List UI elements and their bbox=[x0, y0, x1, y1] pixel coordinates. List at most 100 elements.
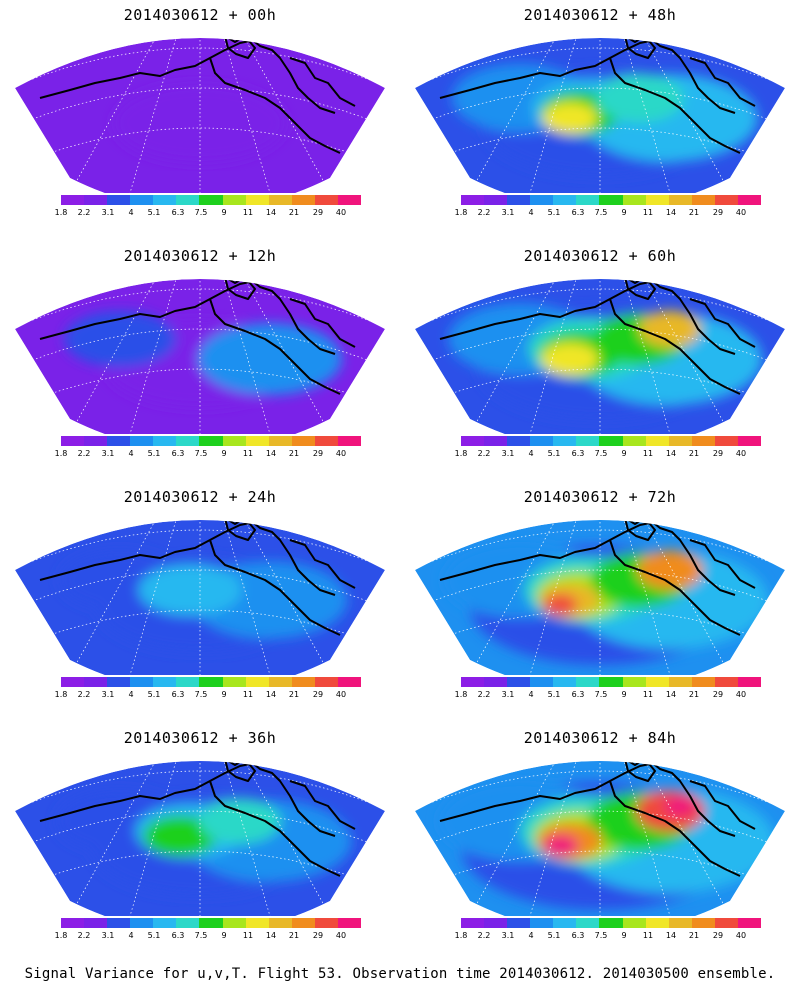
colorbar-tick-label: 1.8 bbox=[54, 690, 68, 699]
colorbar-swatch bbox=[222, 677, 246, 687]
map-panel: 2014030612 + 72h 1.8 2.2 3.1 4 5.1 6.3 7.5 9 11 14… bbox=[400, 482, 800, 727]
longitude-gridline bbox=[638, 520, 731, 675]
longitude-gridline bbox=[529, 279, 580, 434]
colorbar-tick-label: 9 bbox=[621, 208, 627, 217]
variance-map bbox=[415, 279, 785, 434]
colorbar-swatch bbox=[107, 677, 131, 687]
variance-contour bbox=[542, 594, 578, 616]
colorbar-swatch bbox=[645, 195, 669, 205]
map-panel: 2014030612 + 84h 1.8 2.2 3.1 4 5.1 6.3 7.5 9 11 14… bbox=[400, 723, 800, 968]
colorbar-tick-label: 29 bbox=[712, 449, 724, 458]
colorbar-tick-label: 9 bbox=[221, 449, 227, 458]
colorbar-tick-label: 11 bbox=[642, 931, 654, 940]
colorbar bbox=[461, 195, 762, 205]
colorbar-swatch bbox=[153, 918, 177, 928]
colorbar-tick-label: 1.8 bbox=[54, 208, 68, 217]
panel-title: 2014030612 + 60h bbox=[523, 247, 677, 265]
colorbar-swatch bbox=[84, 918, 108, 928]
colorbar-swatch bbox=[737, 918, 762, 928]
colorbar-tick-label: 7.5 bbox=[594, 208, 608, 217]
colorbar-swatch bbox=[314, 677, 338, 687]
colorbar-swatch bbox=[599, 195, 623, 205]
colorbar-swatch bbox=[130, 436, 154, 446]
colorbar-ticks: 1.8 2.2 3.1 4 5.1 6.3 7.5 9 11 14 21 29 40 bbox=[48, 449, 358, 461]
colorbar-swatch bbox=[107, 918, 131, 928]
latitude-gridline bbox=[15, 127, 385, 169]
colorbar-tick-label: 4 bbox=[528, 690, 534, 699]
coastline bbox=[439, 761, 756, 877]
latitude-gridline bbox=[15, 328, 385, 370]
colorbar-tick-label: 4 bbox=[528, 208, 534, 217]
colorbar-swatch bbox=[622, 195, 646, 205]
variance-contour bbox=[113, 83, 287, 163]
colorbar bbox=[61, 677, 362, 687]
colorbar-swatch bbox=[622, 918, 646, 928]
variance-contour bbox=[198, 323, 342, 395]
latitude-gridline bbox=[15, 87, 385, 129]
variance-map bbox=[415, 520, 785, 675]
longitude-gridline bbox=[529, 761, 580, 916]
longitude-gridline bbox=[220, 761, 271, 916]
colorbar-tick-label: 4 bbox=[128, 449, 134, 458]
colorbar-swatch bbox=[691, 677, 715, 687]
colorbar-swatch bbox=[199, 436, 223, 446]
colorbar-tick-label: 3.1 bbox=[101, 208, 115, 217]
colorbar bbox=[61, 918, 362, 928]
colorbar-tick-label: 5.1 bbox=[547, 931, 561, 940]
colorbar-tick-label: 7.5 bbox=[594, 449, 608, 458]
colorbar-tick-label: 7.5 bbox=[194, 449, 208, 458]
colorbar-tick-label: 3.1 bbox=[501, 690, 515, 699]
longitude-gridline bbox=[529, 38, 580, 193]
variance-contour bbox=[541, 342, 599, 376]
colorbar-swatch bbox=[153, 677, 177, 687]
colorbar-tick-label: 2.2 bbox=[477, 931, 491, 940]
colorbar-swatch bbox=[130, 677, 154, 687]
colorbar-tick-label: 4 bbox=[128, 690, 134, 699]
coastline bbox=[39, 761, 356, 877]
colorbar-swatch bbox=[668, 677, 692, 687]
colorbar-tick-label: 6.3 bbox=[571, 449, 585, 458]
colorbar-swatch bbox=[337, 195, 362, 205]
colorbar-swatch bbox=[291, 195, 315, 205]
colorbar-tick-label: 9 bbox=[221, 931, 227, 940]
longitude-gridline bbox=[69, 761, 162, 916]
colorbar-ticks: 1.8 2.2 3.1 4 5.1 6.3 7.5 9 11 14 21 29 40 bbox=[48, 931, 358, 943]
colorbar-tick-label: 4 bbox=[528, 449, 534, 458]
latitude-gridline bbox=[15, 529, 385, 571]
colorbar-swatch bbox=[61, 436, 85, 446]
colorbar-tick-label: 29 bbox=[312, 449, 324, 458]
colorbar-swatch bbox=[553, 436, 577, 446]
latitude-gridline bbox=[15, 850, 385, 892]
colorbar-tick-label: 7.5 bbox=[194, 931, 208, 940]
variance-contour bbox=[542, 102, 598, 134]
colorbar-swatch bbox=[245, 436, 269, 446]
colorbar-tick-label: 40 bbox=[335, 208, 347, 217]
colorbar-tick-label: 11 bbox=[242, 449, 254, 458]
colorbar-tick-label: 29 bbox=[712, 208, 724, 217]
longitude-gridline bbox=[238, 279, 331, 434]
colorbar-tick-label: 40 bbox=[735, 931, 747, 940]
colorbar-swatch bbox=[668, 195, 692, 205]
colorbar-swatch bbox=[714, 436, 738, 446]
colorbar-swatch bbox=[222, 195, 246, 205]
colorbar-swatch bbox=[314, 436, 338, 446]
colorbar-swatch bbox=[153, 195, 177, 205]
latitude-gridline bbox=[15, 368, 385, 410]
latitude-gridline bbox=[15, 810, 385, 852]
colorbar-swatch bbox=[84, 436, 108, 446]
longitude-gridline bbox=[238, 38, 331, 193]
colorbar-tick-label: 40 bbox=[335, 690, 347, 699]
colorbar-tick-label: 29 bbox=[312, 931, 324, 940]
colorbar-tick-label: 11 bbox=[642, 449, 654, 458]
longitude-gridline bbox=[129, 520, 180, 675]
colorbar-swatch bbox=[668, 918, 692, 928]
latitude-gridline bbox=[15, 609, 385, 651]
colorbar-tick-label: 11 bbox=[242, 690, 254, 699]
colorbar-tick-label: 14 bbox=[665, 208, 677, 217]
colorbar-tick-label: 9 bbox=[221, 208, 227, 217]
colorbar-tick-label: 1.8 bbox=[454, 690, 468, 699]
variance-map bbox=[415, 761, 785, 916]
longitude-gridline bbox=[620, 761, 671, 916]
latitude-gridline bbox=[415, 87, 785, 129]
colorbar-swatch bbox=[176, 436, 200, 446]
